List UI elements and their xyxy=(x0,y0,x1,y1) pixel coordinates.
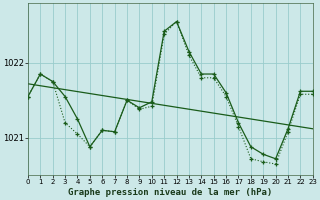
X-axis label: Graphe pression niveau de la mer (hPa): Graphe pression niveau de la mer (hPa) xyxy=(68,188,273,197)
